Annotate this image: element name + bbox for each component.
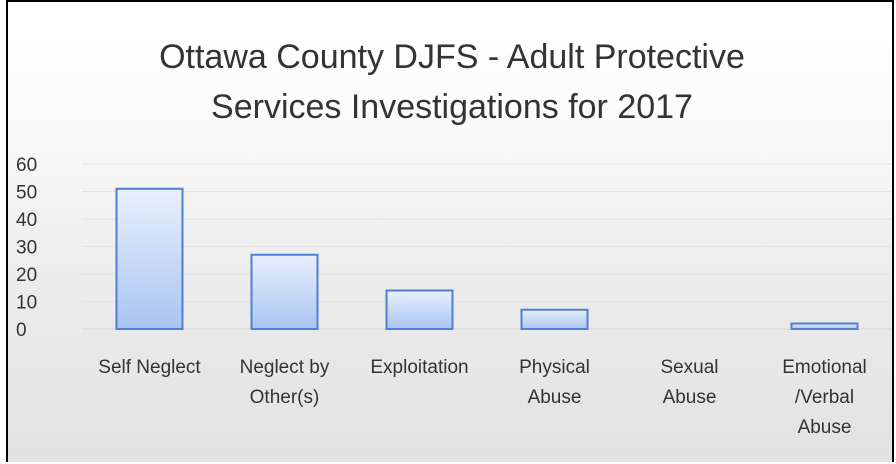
bars: [115, 187, 859, 330]
gridlines: [82, 163, 892, 330]
x-axis-labels: Self Neglect Neglect by Other(s) Exploitati…: [98, 357, 866, 438]
x-category-label-line: Emotional: [782, 357, 867, 378]
bar-chart: Ottawa County DJFS - Adult Protective Se…: [16, 38, 892, 438]
bar: [250, 253, 319, 330]
x-category-label-line: Exploitation: [370, 357, 468, 378]
y-tick-label: 40: [16, 210, 37, 231]
bar: [385, 289, 454, 330]
x-category-label-line: Abuse: [528, 387, 582, 408]
x-category-label: Exploitation: [370, 357, 468, 378]
chart-title-line-1: Ottawa County DJFS - Adult Protective: [159, 38, 745, 76]
bar: [520, 308, 589, 330]
x-category-label: Sexual Abuse: [660, 357, 718, 408]
y-axis-ticks: 0 10 20 30 40 50 60: [16, 155, 37, 341]
x-category-label: Self Neglect: [98, 357, 201, 378]
bar: [790, 322, 859, 330]
chart-frame: Ottawa County DJFS - Adult Protective Se…: [6, 0, 894, 462]
x-category-label-line: Other(s): [250, 387, 320, 408]
y-tick-label: 30: [16, 238, 37, 259]
x-category-label: Emotional/Verbal Abuse: [782, 357, 867, 438]
x-category-label-line: Physical: [519, 357, 590, 378]
x-category-label-line: Sexual: [660, 357, 718, 378]
x-category-label: Neglect by Other(s): [240, 357, 330, 408]
y-tick-label: 20: [16, 265, 37, 286]
x-category-label: Physical Abuse: [519, 357, 590, 408]
y-tick-label: 10: [16, 293, 37, 314]
y-tick-label: 60: [16, 155, 37, 176]
x-category-label-line: Self Neglect: [98, 357, 201, 378]
chart-title-line-2: Services Investigations for 2017: [211, 88, 693, 126]
y-tick-label: 50: [16, 183, 37, 204]
y-tick-label: 0: [16, 320, 27, 341]
bar: [115, 187, 184, 330]
x-category-label-line: Abuse: [798, 417, 852, 438]
x-category-label-line: /Verbal: [795, 387, 854, 408]
x-category-label-line: Neglect by: [240, 357, 330, 378]
x-category-label-line: Abuse: [663, 387, 717, 408]
